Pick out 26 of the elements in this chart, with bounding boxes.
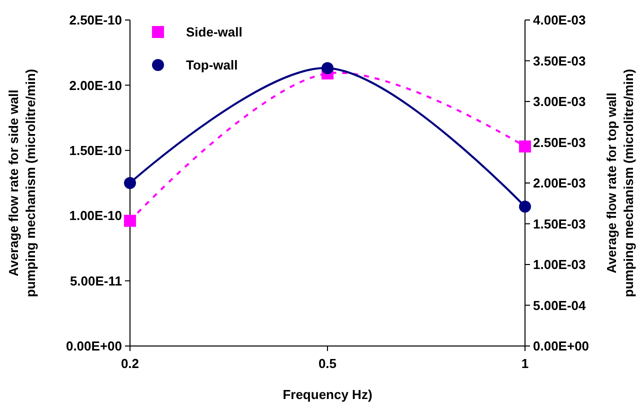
point (519, 200, 531, 213)
y2-tick-label: 4.00E-03 (533, 12, 586, 28)
point (322, 62, 334, 74)
y-tick-label: 1.50E-10 (69, 142, 122, 158)
y2-tick-label: 2.50E-03 (533, 134, 586, 150)
y2-axis-title: Average flow rate for top wall pumping mechanism (microlitre/min) (604, 68, 636, 298)
y2-tick-label: 1.00E-03 (533, 257, 586, 272)
y-tick-label: 2.00E-10 (69, 78, 122, 93)
x-tick-label: 0.2 (120, 356, 140, 371)
y-tick-label: 0.00E+00 (66, 338, 122, 354)
x-tick-label: 1 (521, 356, 529, 371)
point (124, 177, 136, 189)
y2-tick-label: 1.50E-03 (533, 216, 586, 232)
x-tick-label: 0.5 (318, 356, 337, 371)
y2-tick-label: 3.00E-03 (533, 94, 586, 110)
y2-tick-label: 2.00E-03 (533, 176, 586, 191)
legend-label: Side-wall (186, 24, 242, 40)
y-tick-label: 1.00E-10 (69, 208, 122, 224)
y2-tick-label: 5.00E-04 (533, 298, 587, 313)
y2-tick-label: 3.50E-03 (533, 53, 586, 68)
y-axis-title: Average flow rate for side wall pumping mechanism (microlitre/min) (6, 68, 38, 298)
x-axis-title: Frequency Hz) (282, 387, 372, 402)
y2-tick-label: 0.00E+00 (533, 338, 590, 354)
legend-label: Top-wall (186, 58, 238, 73)
y-tick-label: 2.50E-10 (69, 12, 122, 28)
y-tick-label: 5.00E-11 (70, 273, 122, 288)
